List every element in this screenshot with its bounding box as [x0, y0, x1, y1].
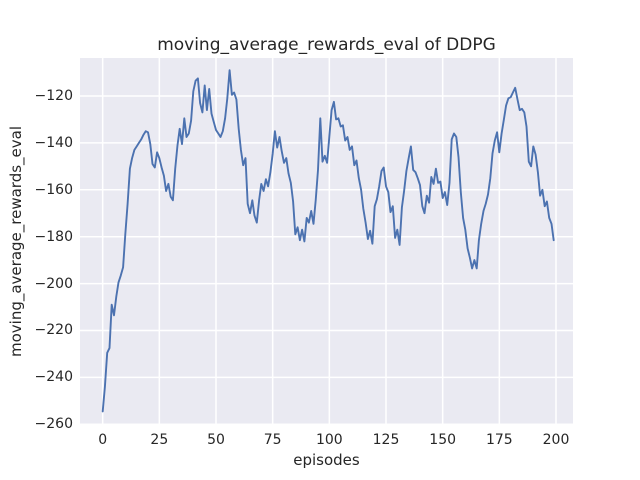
x-tick-label: 200 [542, 432, 570, 448]
y-tick-label: −240 [34, 369, 73, 386]
x-tick-label: 75 [263, 432, 282, 448]
x-tick-label: 0 [98, 432, 108, 448]
x-tick-label: 25 [150, 432, 169, 448]
y-tick-label: −180 [34, 228, 73, 245]
y-tick-label: −220 [34, 322, 73, 339]
x-tick-label: 50 [207, 432, 225, 448]
x-tick-label: 125 [372, 432, 400, 448]
x-axis-label: episodes [293, 451, 360, 469]
chart-title: moving_average_rewards_eval of DDPG [157, 35, 496, 55]
x-tick-label: 175 [485, 432, 513, 448]
y-tick-label: −140 [34, 134, 73, 151]
y-tick-label: −120 [34, 87, 73, 104]
plot-area [80, 58, 573, 425]
x-tick-label: 100 [315, 432, 343, 448]
line-chart [80, 58, 573, 425]
y-tick-label: −200 [34, 275, 73, 292]
data-line-moving_average_rewards_eval [101, 69, 555, 413]
x-tick-label: 150 [429, 432, 457, 448]
y-tick-label: −260 [34, 416, 73, 433]
y-tick-label: −160 [34, 181, 73, 198]
